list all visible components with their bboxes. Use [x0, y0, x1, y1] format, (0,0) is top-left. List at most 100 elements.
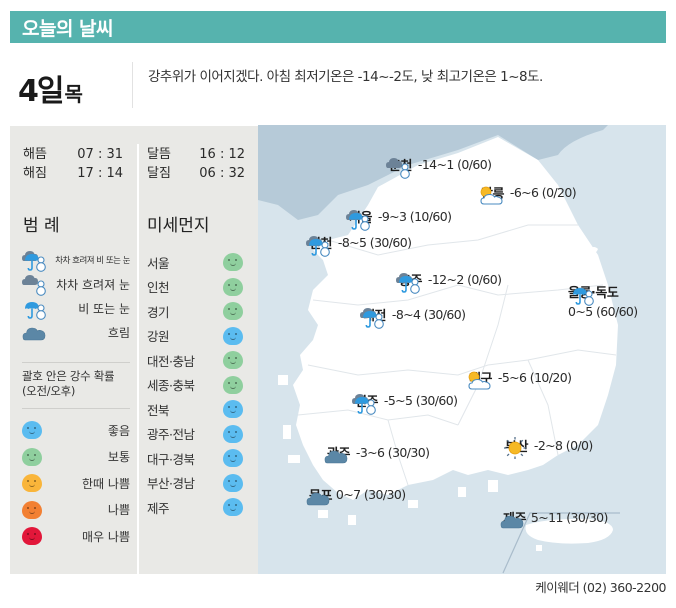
city-pop: (10/20) [529, 370, 572, 385]
legend-label: 비 또는 눈 [78, 301, 130, 316]
city-daegu: 대구 -5~6 (10/20) [466, 368, 572, 390]
city-temp: -3~6 [355, 445, 385, 460]
normal-face-icon [223, 302, 243, 321]
city-busan: 부산 -2~8 (0/0) [502, 436, 593, 460]
dust-row: 부산·경남 [147, 471, 243, 496]
legend-title: 범 례 [23, 216, 60, 236]
cloud-icon [306, 492, 330, 506]
city-pop: (30/60) [415, 393, 458, 408]
city-temp: -9~3 [377, 209, 407, 224]
legend-note: 괄호 안은 강수 확률 (오전/오후) [22, 369, 115, 399]
city-temp: -5~6 [497, 370, 527, 385]
legend-item: 흐림 [22, 320, 130, 344]
good-face-icon [223, 326, 243, 345]
sunrise-row: 해뜸 07 : 31 [23, 145, 123, 164]
sunset-row: 해짐 17 : 14 [23, 164, 123, 183]
region-name: 서울 [147, 255, 170, 271]
legend-item: 차차 흐려져 비 또는 눈 [22, 248, 130, 272]
dust-row: 서울 [147, 250, 243, 275]
city-temp: -14~1 [417, 157, 454, 172]
cloud-icon [500, 515, 524, 529]
legend-item: 차차 흐려져 눈 [22, 272, 130, 296]
legend-note-line: (오전/오후) [22, 384, 76, 398]
normal-face-icon [223, 253, 243, 272]
grade-item: 보통 [22, 444, 130, 471]
city-pop: (30/30) [363, 487, 406, 502]
city-forecast: -3~6 (30/30) [355, 445, 430, 460]
cloudy-rain-or-snow-icon [306, 236, 330, 257]
region-name: 대전·충남 [147, 353, 195, 369]
city-jeju: 제주 5~11 (30/30) [500, 508, 608, 529]
dust-row: 대전·충남 [147, 348, 243, 373]
city-forecast: -6~6 (0/20) [510, 185, 577, 200]
city-forecast: -8~4 (30/60) [391, 307, 466, 322]
cloudy-rain-or-snow-icon [396, 273, 420, 294]
city-temp: -2~8 [533, 438, 563, 453]
city-pop: (0/20) [541, 185, 577, 200]
city-pop: (0/60) [467, 272, 502, 287]
city-incheon: 인천 -8~5 (30/60) [306, 233, 412, 257]
partly-cloudy-icon [480, 186, 503, 205]
cloudy-snow-icon [386, 158, 410, 179]
sunrise-label: 해뜸 [23, 147, 47, 162]
credit-text: 케이웨더 (02) 360-2200 [535, 580, 666, 595]
city-forecast: -5~5 (30/60) [384, 393, 458, 408]
grade-label: 좋음 [107, 423, 130, 438]
dust-row: 강원 [147, 324, 243, 349]
sun-icon [503, 436, 527, 460]
cloudy-rain-or-snow-icon [360, 308, 384, 329]
dust-row: 인천 [147, 275, 243, 300]
moon-times: 달뜸 16 : 12 달짐 06 : 32 [147, 145, 245, 183]
city-pop: (30/60) [369, 235, 412, 250]
city-temp: -8~4 [391, 307, 421, 322]
normal-face-icon [223, 351, 243, 370]
partly-cloudy-icon [468, 371, 491, 390]
grade-item: 좋음 [22, 417, 130, 444]
dust-row: 광주·전남 [147, 422, 243, 447]
region-name: 경기 [147, 304, 170, 320]
sun-times: 해뜸 07 : 31 해짐 17 : 14 [23, 145, 123, 183]
city-ulleung-dokdo: 울릉·독도 0~5 (60/60) [568, 282, 638, 319]
city-temp: 0~5 [568, 304, 593, 319]
grade-label: 매우 나쁨 [82, 529, 130, 544]
cloud-icon [324, 450, 348, 464]
cloudy-rain-or-snow-icon [346, 210, 370, 231]
moonset-label: 달짐 [147, 166, 171, 181]
city-forecast: 0~5 (60/60) [568, 304, 638, 319]
rain-or-snow-icon [24, 301, 46, 320]
city-pop: (0/0) [565, 438, 593, 453]
legend-item: 비 또는 눈 [22, 296, 130, 320]
cloudy-rain-or-snow-icon [22, 251, 46, 272]
normal-face-icon [223, 277, 243, 296]
legend-label: 흐림 [107, 325, 130, 340]
city-forecast: -12~2 (0/60) [427, 272, 502, 287]
grade-item: 나쁨 [22, 497, 130, 524]
city-temp: -12~2 [427, 272, 464, 287]
city-temp: -8~5 [337, 235, 367, 250]
city-jeonju: 전주 -5~5 (30/60) [352, 391, 458, 415]
region-name: 인천 [147, 280, 170, 296]
city-pop: (10/60) [409, 209, 452, 224]
city-daejeon: 대전 -8~4 (30/60) [360, 305, 466, 329]
moonrise-label: 달뜸 [147, 147, 171, 162]
dust-row: 전북 [147, 397, 243, 422]
sunset-label: 해짐 [23, 166, 47, 181]
rain-or-snow-icon [572, 287, 594, 306]
panel-divider [137, 144, 139, 574]
city-forecast: -2~8 (0/0) [534, 438, 593, 453]
region-name: 세종·충북 [147, 378, 195, 394]
city-pop: (30/30) [566, 510, 608, 525]
city-forecast: -14~1 (0/60) [417, 157, 492, 172]
legend-label: 차차 흐려져 눈 [56, 277, 130, 292]
moonset-time: 06 : 32 [199, 166, 245, 181]
sunrise-time: 07 : 31 [77, 147, 123, 162]
city-forecast: -8~5 (30/60) [337, 235, 412, 250]
date-weekday: 목 [64, 82, 83, 106]
city-gangneung: 강릉 -6~6 (0/20) [478, 183, 577, 205]
city-forecast: 0~7 (30/30) [336, 487, 406, 502]
info-panel: 해뜸 07 : 31 해짐 17 : 14 달뜸 16 : 12 달짐 06 :… [10, 126, 260, 574]
grade-label: 보통 [107, 450, 130, 465]
sunset-time: 17 : 14 [77, 166, 123, 181]
city-chuncheon: 춘천 -14~1 (0/60) [386, 155, 492, 179]
divider [132, 62, 133, 108]
